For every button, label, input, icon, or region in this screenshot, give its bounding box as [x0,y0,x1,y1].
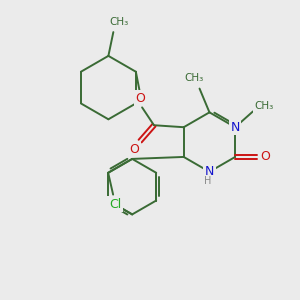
Text: N: N [230,121,240,134]
Text: N: N [205,165,214,178]
Text: CH₃: CH₃ [254,101,274,111]
Text: CH₃: CH₃ [184,73,203,83]
Text: Cl: Cl [109,198,121,211]
Text: H: H [204,176,211,186]
Text: CH₃: CH₃ [110,17,129,27]
Text: O: O [260,150,270,164]
Text: O: O [135,92,145,105]
Text: O: O [129,142,139,155]
